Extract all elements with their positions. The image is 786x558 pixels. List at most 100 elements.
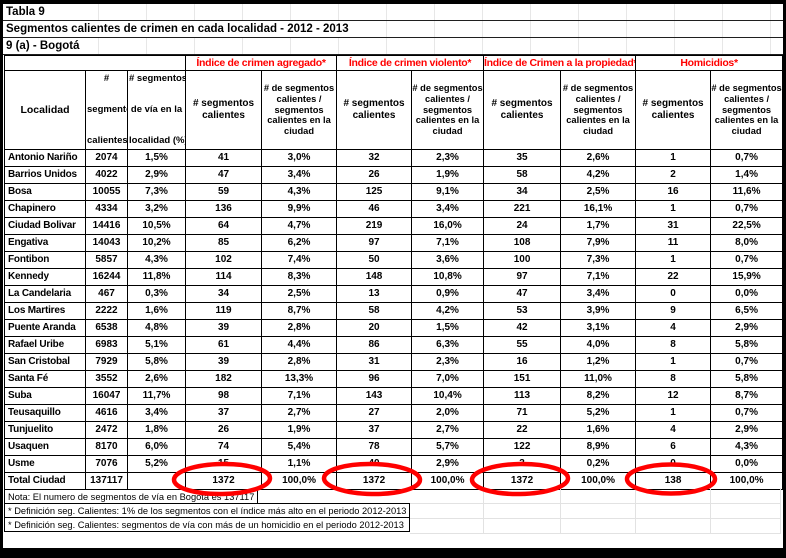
value-cell: 6,2% <box>261 234 338 252</box>
value-cell: 113 <box>483 387 562 405</box>
header-segmentos-calientes: # segmentos calientes <box>85 70 128 150</box>
value-cell: 34 <box>185 285 263 303</box>
value-cell: 24 <box>483 217 562 235</box>
value-cell: 31 <box>635 217 712 235</box>
value-cell: 10,5% <box>126 217 187 235</box>
value-cell: 0,9% <box>411 285 485 303</box>
crime-hotspots-table: Índice de crimen agregado* Índice de cri… <box>3 55 783 490</box>
value-cell: 4,7% <box>261 217 338 235</box>
value-cell: 138 <box>635 472 712 490</box>
value-cell: 6,3% <box>411 336 485 354</box>
value-cell: 9,9% <box>261 200 338 218</box>
value-cell: 4334 <box>85 200 128 218</box>
value-cell: 74 <box>185 438 263 456</box>
value-cell: 15,9% <box>710 268 783 286</box>
value-cell: 1,5% <box>411 319 485 337</box>
value-cell: 37 <box>185 404 263 422</box>
value-cell: 8 <box>635 336 712 354</box>
value-cell: 2,9% <box>710 319 783 337</box>
value-cell: 9 <box>635 302 712 320</box>
value-cell: 15 <box>185 455 263 473</box>
value-cell: 2222 <box>85 302 128 320</box>
value-cell: 0,7% <box>710 149 783 167</box>
locality-cell: Usme <box>4 455 86 473</box>
value-cell: 1 <box>635 404 712 422</box>
value-cell: 0,7% <box>710 404 783 422</box>
value-cell: 5857 <box>85 251 128 269</box>
header-line: localidad (%) <box>129 135 186 146</box>
value-cell: 2,6% <box>126 370 187 388</box>
value-cell: 1,7% <box>560 217 637 235</box>
value-cell: 40 <box>336 455 413 473</box>
table-body: Antonio Nariño 2074 1,5% 41 3,0% 32 2,3% 35 2,6%… <box>4 149 783 490</box>
value-cell: 0,0% <box>710 455 783 473</box>
header-share-property: # de segmentos calientes / segmentos cal… <box>560 70 637 150</box>
value-cell: 102 <box>185 251 263 269</box>
value-cell: 4022 <box>85 166 128 184</box>
value-cell: 46 <box>336 200 413 218</box>
value-cell: 31 <box>336 353 413 371</box>
value-cell: 50 <box>336 251 413 269</box>
value-cell: 4,3% <box>261 183 338 201</box>
value-cell: 2,9% <box>411 455 485 473</box>
value-cell: 9,1% <box>411 183 485 201</box>
empty-gridlines <box>410 488 781 534</box>
group-header-row: Índice de crimen agregado* Índice de cri… <box>3 55 783 71</box>
value-cell: 114 <box>185 268 263 286</box>
value-cell: 1 <box>635 251 712 269</box>
value-cell: 7,0% <box>411 370 485 388</box>
value-cell: 3,4% <box>411 200 485 218</box>
value-cell: 2472 <box>85 421 128 439</box>
value-cell: 0,0% <box>710 285 783 303</box>
header-count-aggregate: # segmentos calientes <box>185 70 263 150</box>
group-header-property: Índice de Crimen a la propiedad* <box>483 55 637 71</box>
value-cell: 3,6% <box>411 251 485 269</box>
value-cell: 47 <box>185 166 263 184</box>
value-cell: 58 <box>336 302 413 320</box>
value-cell: 10,8% <box>411 268 485 286</box>
value-cell: 7,9% <box>560 234 637 252</box>
value-cell: 53 <box>483 302 562 320</box>
value-cell: 1372 <box>185 472 263 490</box>
value-cell: 3,1% <box>560 319 637 337</box>
header-count-homicides: # segmentos calientes <box>635 70 712 150</box>
value-cell: 16 <box>635 183 712 201</box>
value-cell: 2,5% <box>261 285 338 303</box>
table-row: Teusaquillo 4616 3,4% 37 2,7% 27 2,0% 71 5,2% 1 0,… <box>4 404 783 422</box>
header-count-property: # segmentos calientes <box>483 70 562 150</box>
table-row: Kennedy 16244 11,8% 114 8,3% 148 10,8% 97 7,1% 22… <box>4 268 783 286</box>
table-row: Rafael Uribe 6983 5,1% 61 4,4% 86 6,3% 55 4,0% 8 5… <box>4 336 783 354</box>
value-cell: 467 <box>85 285 128 303</box>
value-cell: 13,3% <box>261 370 338 388</box>
value-cell: 219 <box>336 217 413 235</box>
value-cell: 78 <box>336 438 413 456</box>
group-header-aggregate: Índice de crimen agregado* <box>185 55 338 71</box>
header-count-violent: # segmentos calientes <box>336 70 413 150</box>
header-line: segmentos <box>87 104 127 115</box>
value-cell: 7076 <box>85 455 128 473</box>
table-row: Usaquen 8170 6,0% 74 5,4% 78 5,7% 122 8,9% 6 4,3% <box>4 438 783 456</box>
value-cell: 1,9% <box>411 166 485 184</box>
group-header-homicides: Homicidios* <box>635 55 783 71</box>
value-cell: 20 <box>336 319 413 337</box>
value-cell: 4,2% <box>560 166 637 184</box>
value-cell: 34 <box>483 183 562 201</box>
locality-cell: Ciudad Bolivar <box>4 217 86 235</box>
value-cell: 2,8% <box>261 319 338 337</box>
value-cell: 3552 <box>85 370 128 388</box>
value-cell: 2,5% <box>560 183 637 201</box>
header-localidad: Localidad <box>4 70 86 150</box>
value-cell: 85 <box>185 234 263 252</box>
locality-cell: Teusaquillo <box>4 404 86 422</box>
table-row: Barrios Unidos 4022 2,9% 47 3,4% 26 1,9% 58 4,2%… <box>4 166 783 184</box>
value-cell: 3,4% <box>560 285 637 303</box>
value-cell: 26 <box>185 421 263 439</box>
value-cell: 148 <box>336 268 413 286</box>
value-cell: 3,0% <box>261 149 338 167</box>
group-header-spacer <box>3 55 187 71</box>
value-cell: 47 <box>483 285 562 303</box>
value-cell: 122 <box>483 438 562 456</box>
value-cell: 2,9% <box>126 166 187 184</box>
title-row-1: Tabla 9 <box>3 4 783 21</box>
